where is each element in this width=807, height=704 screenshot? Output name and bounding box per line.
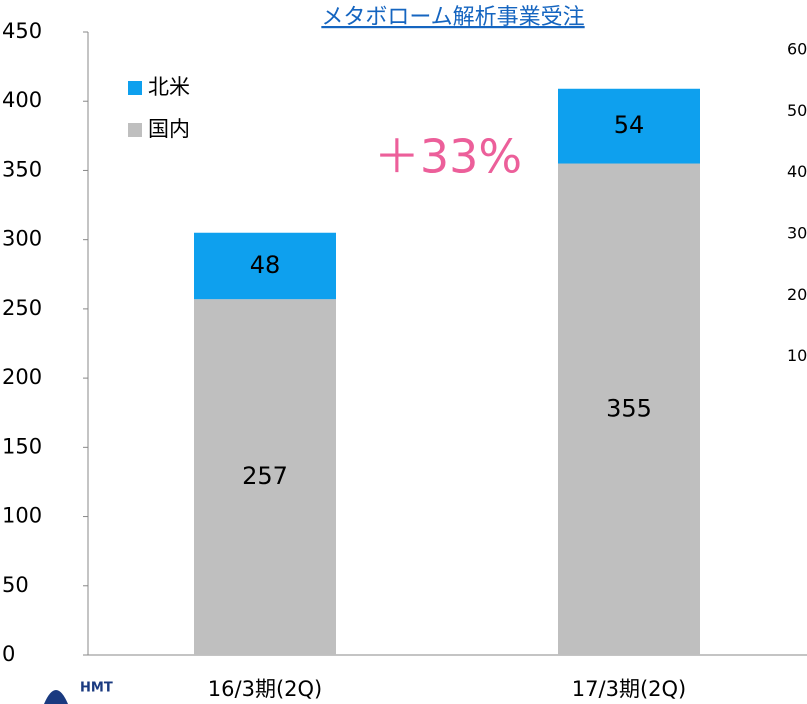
annotation: ＋33%	[374, 130, 522, 184]
bar-segment	[194, 299, 336, 655]
data-label: 54	[614, 111, 645, 139]
bar-segment	[558, 88, 700, 164]
x-tick-label: 16/3期(2Q)	[208, 677, 322, 701]
y-tick-label: 350	[2, 157, 42, 181]
y-tick-label: 300	[2, 227, 42, 251]
data-label: 48	[250, 251, 281, 279]
legend-label: 北米	[148, 75, 190, 99]
data-label: 355	[606, 394, 652, 422]
logo: HMT	[80, 681, 113, 696]
y2-tick-label: 50	[787, 101, 807, 120]
y2-tick-label: 10	[787, 346, 807, 365]
y-tick-label: 450	[2, 19, 42, 43]
data-label: 257	[242, 462, 288, 490]
y-tick-label: 50	[2, 573, 29, 597]
bar-segment	[194, 232, 336, 300]
logo-mark	[44, 690, 68, 704]
y2-tick-label: 60	[787, 40, 807, 59]
legend-swatch	[128, 123, 142, 137]
y-tick-label: 400	[2, 88, 42, 112]
y2-tick-label: 30	[787, 224, 807, 243]
y-tick-label: 0	[2, 642, 15, 666]
y2-tick-label: 40	[787, 162, 807, 181]
y-tick-label: 150	[2, 434, 42, 458]
chart-title: メタボローム解析事業受注	[321, 5, 584, 30]
legend-swatch	[128, 81, 142, 95]
legend-label: 国内	[148, 117, 190, 141]
x-tick-label: 17/3期(2Q)	[572, 677, 686, 701]
y-tick-label: 200	[2, 365, 42, 389]
y-tick-label: 100	[2, 504, 42, 528]
bar-segment	[558, 163, 700, 655]
y-tick-label: 250	[2, 296, 42, 320]
y2-tick-label: 20	[787, 285, 807, 304]
